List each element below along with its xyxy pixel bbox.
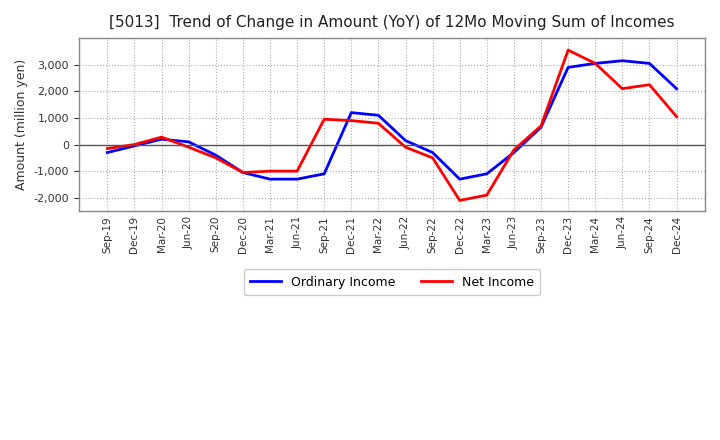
Net Income <box>564 48 572 53</box>
Net Income <box>482 192 491 198</box>
Ordinary Income <box>645 61 654 66</box>
Ordinary Income <box>482 171 491 176</box>
Net Income <box>130 142 139 147</box>
Ordinary Income <box>184 139 193 144</box>
Net Income <box>591 61 600 66</box>
Net Income <box>455 198 464 203</box>
Net Income <box>184 145 193 150</box>
Net Income <box>536 123 545 128</box>
Ordinary Income <box>103 150 112 155</box>
Title: [5013]  Trend of Change in Amount (YoY) of 12Mo Moving Sum of Incomes: [5013] Trend of Change in Amount (YoY) o… <box>109 15 675 30</box>
Net Income <box>672 114 681 119</box>
Ordinary Income <box>618 58 626 63</box>
Ordinary Income <box>672 86 681 92</box>
Ordinary Income <box>266 176 274 182</box>
Ordinary Income <box>238 170 247 175</box>
Net Income <box>374 121 383 126</box>
Net Income <box>618 86 626 92</box>
Net Income <box>103 146 112 151</box>
Legend: Ordinary Income, Net Income: Ordinary Income, Net Income <box>244 269 540 295</box>
Net Income <box>510 147 518 153</box>
Net Income <box>428 155 437 161</box>
Ordinary Income <box>401 138 410 143</box>
Net Income <box>401 145 410 150</box>
Net Income <box>645 82 654 87</box>
Line: Net Income: Net Income <box>107 50 677 201</box>
Ordinary Income <box>536 125 545 130</box>
Ordinary Income <box>130 143 139 149</box>
Ordinary Income <box>455 176 464 182</box>
Ordinary Income <box>564 65 572 70</box>
Line: Ordinary Income: Ordinary Income <box>107 61 677 179</box>
Net Income <box>320 117 328 122</box>
Net Income <box>293 169 302 174</box>
Net Income <box>266 169 274 174</box>
Net Income <box>347 118 356 123</box>
Ordinary Income <box>320 171 328 176</box>
Ordinary Income <box>510 150 518 155</box>
Ordinary Income <box>212 153 220 158</box>
Net Income <box>238 170 247 175</box>
Ordinary Income <box>293 176 302 182</box>
Ordinary Income <box>347 110 356 115</box>
Ordinary Income <box>157 136 166 142</box>
Ordinary Income <box>428 150 437 155</box>
Net Income <box>157 135 166 140</box>
Ordinary Income <box>591 61 600 66</box>
Ordinary Income <box>374 113 383 118</box>
Y-axis label: Amount (million yen): Amount (million yen) <box>15 59 28 190</box>
Net Income <box>212 155 220 161</box>
